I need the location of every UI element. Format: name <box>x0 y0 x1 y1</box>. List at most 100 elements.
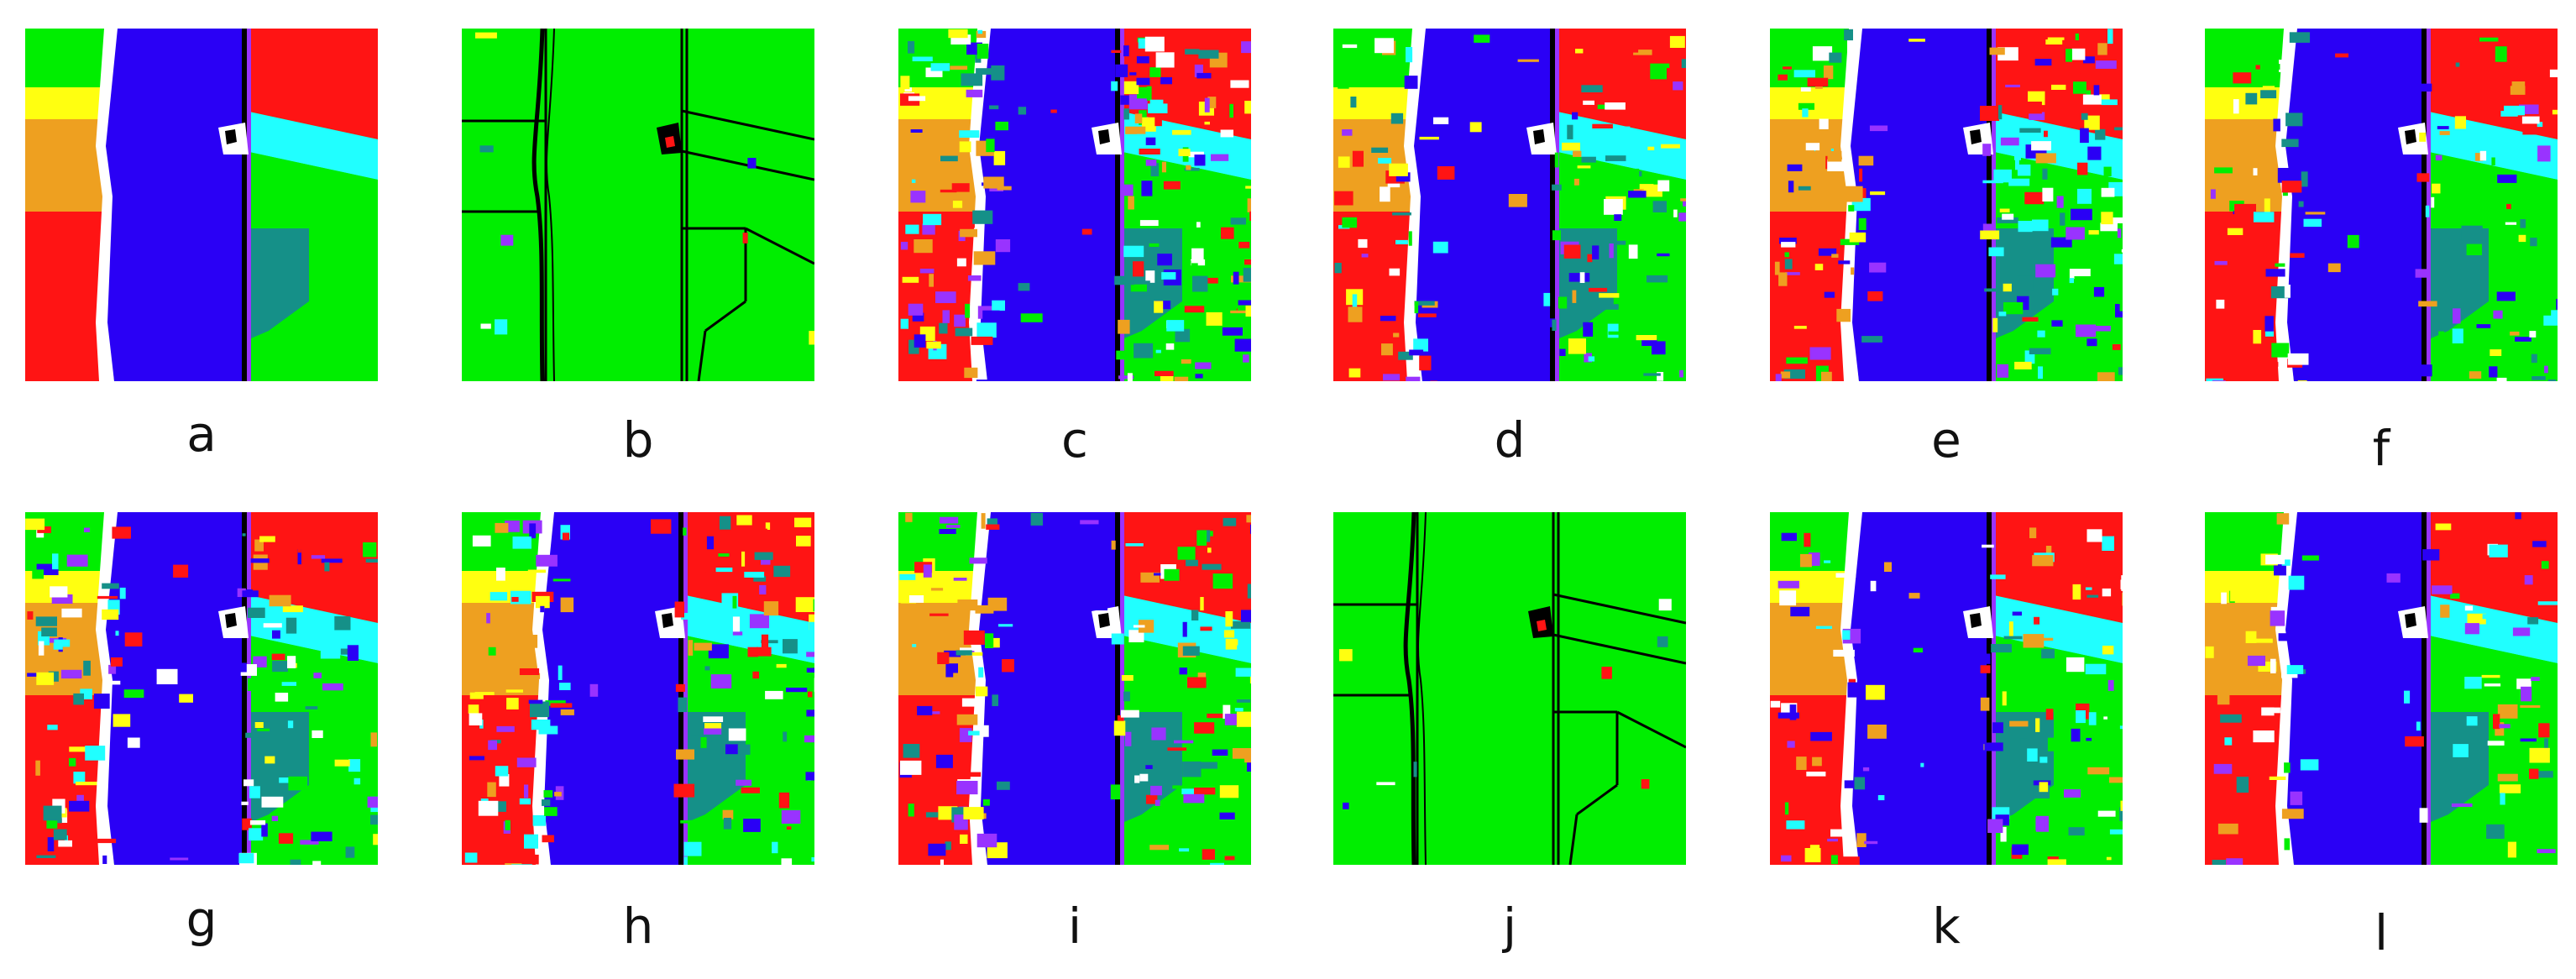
field-top-right <box>245 29 378 139</box>
noise-speckle <box>1002 659 1014 673</box>
structure-accent <box>665 136 675 148</box>
noise-speckle <box>1050 109 1057 113</box>
noise-speckle <box>904 87 912 92</box>
noise-speckle <box>1840 186 1863 202</box>
noise-speckle <box>1348 368 1361 378</box>
noise-speckle <box>2000 826 2007 842</box>
noise-speckle <box>2045 39 2063 44</box>
noise-speckle <box>2066 657 2085 673</box>
noise-speckle <box>2552 109 2558 115</box>
noise-speckle <box>2512 627 2531 636</box>
noise-speckle <box>968 730 980 736</box>
right-bank-line <box>1987 29 1992 381</box>
noise-speckle <box>60 669 82 679</box>
noise-speckle <box>2404 690 2411 704</box>
right-bank-line <box>1115 29 1120 381</box>
noise-speckle <box>1856 833 1867 847</box>
noise-speckle <box>2439 131 2450 135</box>
noise-speckle <box>1238 305 1251 313</box>
boundary-11 <box>697 330 707 381</box>
noise-speckle <box>2012 611 2022 616</box>
field-cyan-strip <box>245 594 378 663</box>
noise-speckle <box>2234 203 2256 218</box>
noise-speckle <box>1395 172 1411 182</box>
noise-speckle <box>1350 97 1357 108</box>
noise-speckle <box>761 556 771 565</box>
noise-speckle <box>1800 553 1812 568</box>
noise-speckle <box>1177 547 1196 560</box>
noise-speckle <box>505 819 510 830</box>
noise-speckle <box>2022 317 2039 322</box>
river <box>1414 29 1550 381</box>
noise-speckle <box>1395 239 1408 244</box>
noise-speckle <box>43 805 62 821</box>
noise-speckle <box>1579 272 1585 283</box>
noise-speckle <box>2081 113 2088 120</box>
noise-speckle <box>261 823 268 837</box>
noise-speckle <box>1141 181 1153 196</box>
noise-speckle <box>807 691 813 698</box>
noise-speckle <box>500 234 514 246</box>
noise-speckle <box>2420 83 2432 92</box>
noise-speckle <box>554 792 562 797</box>
noise-speckle <box>1592 245 1600 259</box>
noise-speckle <box>795 597 814 612</box>
noise-speckle <box>2097 43 2107 55</box>
right-bank-line <box>2422 29 2427 381</box>
noise-speckle <box>505 689 523 693</box>
noise-speckle <box>900 318 908 329</box>
noise-speckle <box>1679 369 1683 378</box>
noise-speckle <box>2491 157 2495 165</box>
noise-speckle <box>1988 247 2004 257</box>
noise-speckle <box>519 798 531 805</box>
noise-speckle <box>2044 130 2048 138</box>
noise-speckle <box>25 518 45 531</box>
noise-speckle <box>2032 219 2049 232</box>
noise-speckle <box>765 522 771 530</box>
noise-speckle <box>956 781 978 795</box>
right-bank-edge <box>683 512 688 865</box>
noise-speckle <box>1572 112 1579 120</box>
noise-speckle <box>2277 168 2297 183</box>
noise-speckle <box>741 787 760 793</box>
noise-speckle <box>966 772 982 777</box>
noise-speckle <box>1155 52 1175 68</box>
noise-speckle <box>1244 757 1251 763</box>
noise-speckle <box>348 759 361 772</box>
noise-speckle <box>1641 190 1653 196</box>
field-yellow <box>25 87 109 119</box>
noise-speckle <box>355 630 371 641</box>
noise-speckle <box>1161 272 1176 280</box>
noise-speckle <box>991 65 1005 81</box>
field-bottom-left <box>2205 212 2282 381</box>
noise-speckle <box>1378 158 1392 164</box>
field-teal <box>245 712 309 825</box>
noise-speckle <box>46 819 58 829</box>
noise-speckle <box>469 756 484 761</box>
noise-speckle <box>2301 171 2308 187</box>
noise-speckle <box>1870 580 1877 592</box>
noise-speckle <box>1568 273 1590 282</box>
noise-speckle <box>2086 338 2097 347</box>
noise-speckle <box>1859 168 1863 182</box>
noise-speckle <box>2221 592 2227 605</box>
noise-speckle <box>2068 827 2085 836</box>
noise-speckle <box>2415 364 2432 377</box>
noise-speckle <box>1798 102 1814 110</box>
noise-speckle <box>2335 53 2348 58</box>
noise-speckle <box>1575 49 1584 54</box>
noise-speckle <box>1784 802 1789 815</box>
noise-speckle <box>1194 722 1215 734</box>
noise-speckle <box>1772 50 1779 55</box>
noise-speckle <box>763 601 779 616</box>
noise-speckle <box>761 634 769 651</box>
noise-speckle <box>1244 259 1251 265</box>
noise-speckle <box>242 818 252 830</box>
noise-speckle <box>1508 194 1527 207</box>
noise-speckle <box>757 647 772 657</box>
noise-speckle <box>1628 244 1638 259</box>
noise-speckle <box>937 652 950 664</box>
noise-speckle <box>2071 48 2086 60</box>
noise-speckle <box>2464 623 2479 635</box>
noise-speckle <box>1543 292 1551 306</box>
